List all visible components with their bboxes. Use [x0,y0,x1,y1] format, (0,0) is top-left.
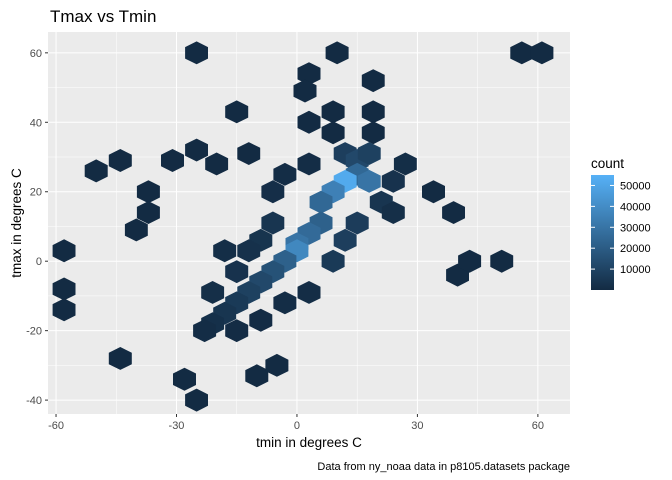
hexbin-cells [52,41,554,412]
hexbin-cell [273,291,297,315]
x-tick-label: 0 [294,420,300,432]
hexbin-cell [193,319,217,343]
hexbin-cell [136,201,160,224]
legend-label: 30000 [620,222,651,234]
y-axis-title: tmax in degrees C [9,168,24,278]
hexbin-cell [108,149,132,172]
hexbin-cell [309,190,333,214]
hexbin-cell [321,249,345,273]
hexbin-cell [442,201,465,224]
hexbin-cell [393,152,417,176]
y-tick-label: -40 [26,395,42,407]
y-axis-ticks: -40 -20 0 20 40 60 [26,48,48,407]
x-tick-label: 60 [532,420,544,432]
hexbin-cell [345,211,369,235]
hexbin-cell [225,260,249,284]
hexbin-cell [52,239,76,263]
legend-label: 40000 [620,201,651,213]
y-tick-label: -20 [26,326,42,338]
hexbin-cell [361,121,385,145]
x-tick-label: 30 [411,420,423,432]
hexbin-cell [297,110,321,134]
y-tick-label: 20 [30,187,42,199]
x-tick-label: -60 [48,420,64,432]
hexbin-cell [297,281,321,304]
legend-colorbar [591,175,614,290]
x-tick-label: -30 [169,420,185,432]
hexbin-cell [530,41,554,65]
x-axis-title: tmin in degrees C [256,435,362,450]
hexbin-cell [333,228,357,252]
hexbin-cell [52,277,76,301]
legend-title: count [591,156,624,171]
legend-label: 10000 [620,264,651,276]
y-tick-label: 40 [30,117,42,129]
hexbin-cell [185,41,208,65]
hexbin-cell [185,388,208,412]
hexbin-cell [361,69,385,93]
hexbin-cell [52,298,76,322]
hexbin-cell [297,152,321,176]
hexbin-cell [173,367,196,391]
hexbin-cell [261,180,285,204]
hexbin-cell [361,100,385,124]
chart-caption: Data from ny_noaa data in p8105.datasets… [317,461,570,473]
hexbin-cell [136,180,160,204]
x-axis-ticks: -60 -30 0 30 60 [48,414,544,432]
hexbin-cell [108,347,132,370]
y-tick-label: 0 [36,256,42,268]
hexbin-cell [381,201,405,224]
hexbin-cell [84,159,108,183]
gridlines [48,32,570,414]
hexbin-cell [245,364,269,388]
hexbin-cell [124,218,148,242]
hexbin-cell [321,100,345,124]
hexbin-cell [225,319,249,343]
hexbin-cell [237,142,261,165]
legend-ticks: 10000 20000 30000 40000 50000 [591,180,651,276]
hexbin-cell [205,152,229,176]
chart-title: Tmax vs Tmin [50,7,156,26]
hexbin-cell [213,239,237,263]
hexbin-cell [357,142,381,165]
hexbin-cell [510,41,534,65]
hexbin-cell [261,211,285,235]
hexbin-cell [237,239,261,263]
hexbin-cell [201,281,225,304]
hexbin-cell [490,249,514,273]
legend-label: 20000 [620,243,651,255]
hexbin-cell [381,169,405,193]
hexbin-cell [293,79,317,103]
hexbin-cell [297,62,321,86]
hexbin-cell [422,180,445,204]
hexbin-cell [185,138,208,162]
y-tick-label: 60 [30,48,42,60]
hexbin-cell [265,353,289,377]
legend: count 10000 20000 30000 40000 50000 [591,156,651,290]
hexbin-cell [458,249,482,273]
legend-label: 50000 [620,180,651,192]
hexbin-cell [321,121,345,145]
hexbin-cell [273,162,297,186]
hexbin-cell [225,100,249,124]
hexbin-cell [357,169,381,193]
hexbin-cell [161,149,184,172]
hexbin-cell [249,308,273,332]
hexbin-cell [325,41,349,65]
